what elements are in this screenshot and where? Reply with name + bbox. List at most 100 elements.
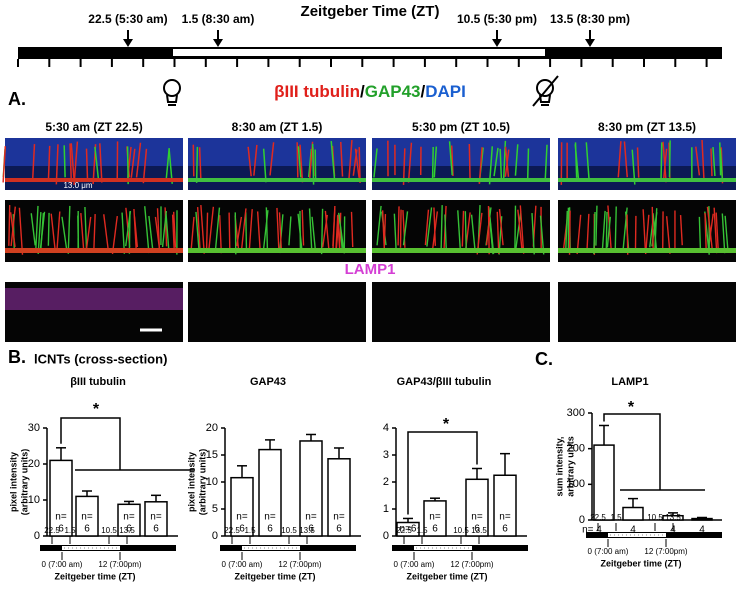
n-label: n=: [333, 512, 345, 523]
texture: [2, 146, 7, 183]
texture: [308, 208, 313, 249]
texture: [99, 143, 103, 183]
texture: [558, 248, 736, 253]
n-label: 6: [58, 524, 64, 535]
column-title: 5:30 am (ZT 22.5): [45, 120, 142, 134]
texture: [721, 213, 726, 254]
bulb-on: [163, 79, 181, 106]
texture: [448, 141, 453, 176]
texture: [37, 212, 42, 255]
texture: [30, 213, 36, 246]
texture: [476, 212, 483, 255]
timeline-mark: 22.5 (5:30 am): [88, 12, 167, 26]
n-label: n=: [81, 512, 93, 523]
texture: [426, 207, 433, 247]
n-label: 6: [153, 524, 159, 535]
texture: [240, 208, 247, 249]
x-tick-label: 13.5: [665, 513, 681, 522]
chart-title: GAP43: [250, 376, 286, 388]
texture: [614, 206, 617, 250]
texture: [660, 142, 663, 182]
x-tick-label: 13.5: [119, 526, 135, 535]
significance-bracket: [603, 413, 661, 490]
texture: [601, 210, 606, 253]
y-tick-label: 3: [383, 449, 389, 461]
lamp-title: LAMP1: [345, 261, 396, 278]
n-label: n=: [264, 512, 276, 523]
x-tick-label: 10.5: [647, 513, 663, 522]
texture: [320, 208, 324, 255]
texture: [701, 139, 705, 180]
bar: [493, 474, 517, 537]
texture: [531, 213, 535, 255]
texture: [515, 211, 522, 249]
texture: [617, 141, 622, 178]
chart-title: LAMP1: [611, 376, 648, 388]
texture: [93, 214, 96, 253]
texture: [80, 213, 85, 250]
y-tick-label: 20: [206, 422, 218, 434]
texture: [623, 141, 629, 178]
bulb-off: [532, 75, 559, 107]
texture: [644, 214, 650, 255]
bar: [299, 440, 323, 537]
texture: [568, 210, 571, 255]
texture: [642, 209, 647, 250]
significance-star: *: [443, 416, 450, 433]
significance-star: *: [93, 401, 100, 418]
texture: [171, 214, 175, 251]
texture: [514, 144, 519, 176]
texture: [128, 211, 131, 254]
significance-star: *: [628, 399, 635, 416]
texture: [332, 205, 336, 252]
texture: [200, 204, 205, 254]
texture: [372, 138, 550, 166]
mini-label: 12 (7:00pm): [278, 560, 321, 569]
texture: [719, 142, 722, 176]
n-label: 6: [267, 524, 273, 535]
bar: [75, 495, 99, 537]
texture: [144, 206, 150, 254]
texture: [679, 215, 683, 246]
texture: [595, 205, 598, 246]
x-tick-label: 1.5: [416, 526, 428, 535]
texture: [195, 146, 199, 183]
texture: [586, 213, 590, 251]
mini-axis-label: Zeitgeber time (ZT): [406, 571, 487, 581]
texture: [636, 147, 640, 178]
texture: [504, 146, 510, 177]
y-tick-label: 100: [567, 478, 585, 490]
texture: [35, 205, 39, 252]
texture: [47, 212, 50, 246]
n-label: 6: [432, 524, 438, 535]
chart-title: βIII tubulin: [70, 376, 126, 388]
texture: [407, 142, 413, 183]
texture: [606, 216, 612, 248]
texture: [148, 215, 154, 252]
texture: [70, 143, 75, 179]
texture: [715, 212, 720, 252]
x-tick-label: 22.5: [590, 513, 606, 522]
texture: [84, 206, 88, 251]
x-tick-label: 22.5: [224, 526, 240, 535]
texture: [214, 207, 221, 249]
y-tick-label: 0: [34, 530, 40, 542]
texture: [376, 205, 382, 246]
stain-blue: DAPI: [425, 82, 466, 101]
texture: [399, 209, 402, 248]
bar: [423, 500, 447, 537]
mini-label: 0 (7:00 am): [42, 560, 83, 569]
texture: [372, 248, 550, 253]
panel-label: B.: [8, 347, 26, 367]
texture: [337, 212, 345, 249]
n-label: 6: [308, 524, 314, 535]
n-label: 6: [126, 524, 132, 535]
texture: [311, 143, 315, 185]
arrow-head: [123, 39, 133, 47]
bar: [396, 521, 420, 537]
texture: [433, 207, 437, 246]
arrow-head: [492, 39, 502, 47]
texture: [585, 142, 590, 180]
texture: [712, 146, 716, 177]
texture: [234, 212, 237, 255]
